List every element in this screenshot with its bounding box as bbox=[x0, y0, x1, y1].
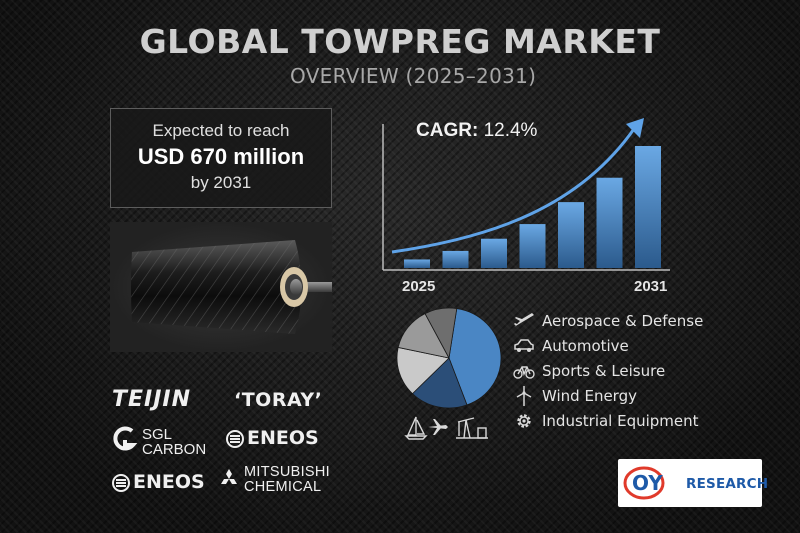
legend-item-industrial: Industrial Equipment bbox=[512, 408, 732, 433]
car-icon bbox=[514, 338, 534, 352]
legend-item-aerospace: Aerospace & Defense bbox=[512, 308, 732, 333]
cagr-value: 12.4% bbox=[483, 120, 538, 141]
mitsubishi-text-line2: CHEMICAL bbox=[244, 479, 322, 495]
pumpjack-icon bbox=[456, 417, 488, 439]
oy-mark-icon: OY bbox=[623, 466, 665, 500]
pie-slice-industrial-equipment bbox=[424, 307, 458, 360]
eneos-logo-left: ENEOS bbox=[112, 471, 205, 493]
pie-slice-sports-leisure bbox=[396, 346, 450, 395]
pie-legend: Aerospace & Defense Automotive Sports & … bbox=[512, 308, 732, 433]
towpreg-spool-image bbox=[110, 222, 332, 352]
cagr-annotation: CAGR: 12.4% bbox=[416, 120, 537, 142]
sgl-carbon-logo: SGL CARBON bbox=[112, 425, 206, 461]
x-tick-label-2025: 2025 bbox=[402, 278, 436, 295]
bar-2030 bbox=[596, 177, 623, 268]
bar-2031 bbox=[635, 146, 661, 268]
bar-2029 bbox=[558, 202, 584, 268]
market-growth-bar-chart bbox=[382, 118, 670, 271]
cagr-label: CAGR: bbox=[416, 120, 479, 141]
legend-label: Aerospace & Defense bbox=[542, 311, 704, 330]
sgl-text-line2: CARBON bbox=[142, 441, 207, 458]
oy-research-logo: OY RESEARCH bbox=[618, 459, 768, 507]
page-title: GLOBAL TOWPREG MARKET bbox=[139, 22, 661, 61]
legend-label: Automotive bbox=[542, 336, 629, 355]
bar-2027 bbox=[481, 238, 507, 268]
eneos-text-right: ENEOS bbox=[247, 427, 319, 449]
pie-decor-icons bbox=[404, 414, 504, 440]
bar-2028 bbox=[519, 224, 546, 268]
wind-turbine-icon bbox=[516, 385, 532, 406]
legend-label: Wind Energy bbox=[542, 386, 637, 405]
forecast-value: USD 670 million bbox=[137, 144, 305, 169]
x-tick-label-2031: 2031 bbox=[634, 278, 668, 295]
legend-label: Industrial Equipment bbox=[542, 411, 699, 430]
forecast-year: by 2031 bbox=[190, 173, 252, 192]
svg-text:OY: OY bbox=[632, 471, 663, 495]
legend-label: Sports & Leisure bbox=[542, 361, 666, 380]
teijin-logo: TEIJIN bbox=[112, 387, 192, 412]
sgl-text-line1: SGL bbox=[142, 426, 173, 443]
legend-item-sports: Sports & Leisure bbox=[512, 358, 732, 383]
bicycle-icon bbox=[513, 365, 535, 379]
arrow-head-icon bbox=[626, 118, 644, 138]
eneos-logo-right: ENEOS bbox=[226, 427, 319, 449]
growth-trend-arrow bbox=[391, 125, 638, 254]
airplane-icon bbox=[514, 312, 534, 327]
pie-slice-aerospace-defense bbox=[448, 308, 502, 406]
application-pie-chart bbox=[396, 307, 502, 409]
forecast-intro: Expected to reach bbox=[152, 121, 290, 140]
sailboat-icon bbox=[404, 416, 428, 440]
eneos-text-left: ENEOS bbox=[133, 471, 205, 493]
forecast-box: Expected to reach USD 670 million by 203… bbox=[110, 108, 332, 208]
bar-2026 bbox=[442, 250, 469, 268]
toray-logo: ‘TORAY’ bbox=[234, 389, 323, 411]
gear-icon bbox=[517, 413, 531, 428]
legend-item-wind: Wind Energy bbox=[512, 383, 732, 408]
airplane-small-icon bbox=[428, 419, 448, 435]
mitsubishi-text-line1: MITSUBISHI bbox=[244, 464, 330, 480]
oy-research-text: RESEARCH bbox=[686, 476, 769, 492]
company-logos: TEIJIN ‘TORAY’ SGL CARBON ENEOS ENEOS MI… bbox=[108, 385, 348, 505]
bar-2025 bbox=[404, 259, 430, 268]
pie-slice-automotive bbox=[411, 357, 468, 409]
legend-item-automotive: Automotive bbox=[512, 333, 732, 358]
three-diamonds-icon bbox=[221, 469, 237, 484]
page-subtitle: OVERVIEW (2025–2031) bbox=[290, 64, 537, 88]
eneos-mark-icon bbox=[226, 429, 244, 448]
spool-icon bbox=[131, 240, 332, 334]
eneos-mark-icon bbox=[112, 473, 130, 492]
sgl-mark-icon bbox=[113, 426, 138, 451]
